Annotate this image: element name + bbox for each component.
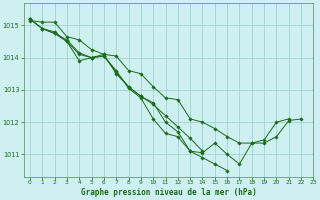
X-axis label: Graphe pression niveau de la mer (hPa): Graphe pression niveau de la mer (hPa) [81, 188, 256, 197]
